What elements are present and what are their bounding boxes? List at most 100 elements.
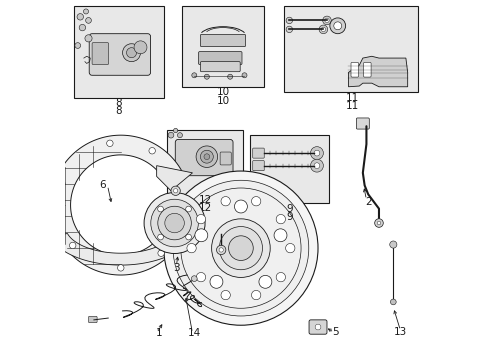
Circle shape bbox=[194, 229, 207, 242]
FancyBboxPatch shape bbox=[350, 62, 358, 77]
Circle shape bbox=[168, 132, 174, 138]
Bar bbox=[249, 135, 328, 203]
Circle shape bbox=[314, 324, 320, 330]
Circle shape bbox=[59, 180, 65, 187]
Circle shape bbox=[221, 291, 230, 300]
Circle shape bbox=[234, 200, 247, 213]
FancyBboxPatch shape bbox=[92, 42, 108, 64]
Circle shape bbox=[319, 25, 327, 34]
Circle shape bbox=[221, 197, 230, 206]
Bar bbox=[182, 6, 264, 87]
Text: 11: 11 bbox=[345, 101, 358, 111]
Circle shape bbox=[276, 273, 285, 282]
Circle shape bbox=[144, 193, 204, 253]
Circle shape bbox=[117, 265, 124, 271]
Circle shape bbox=[85, 35, 92, 42]
Text: 14: 14 bbox=[187, 328, 201, 338]
Text: 4: 4 bbox=[251, 250, 258, 260]
Circle shape bbox=[389, 299, 395, 305]
Text: 2: 2 bbox=[364, 197, 371, 207]
FancyBboxPatch shape bbox=[200, 35, 245, 46]
FancyBboxPatch shape bbox=[88, 316, 97, 323]
Circle shape bbox=[228, 236, 253, 261]
Text: 1: 1 bbox=[156, 328, 162, 338]
Circle shape bbox=[285, 26, 292, 33]
Text: 7: 7 bbox=[171, 207, 178, 217]
Text: 10: 10 bbox=[216, 87, 229, 97]
Circle shape bbox=[173, 129, 178, 133]
Circle shape bbox=[216, 245, 225, 255]
Circle shape bbox=[149, 148, 155, 154]
Bar bbox=[284, 6, 418, 92]
Polygon shape bbox=[50, 234, 191, 265]
FancyBboxPatch shape bbox=[252, 161, 264, 171]
Circle shape bbox=[173, 180, 308, 316]
Circle shape bbox=[203, 154, 209, 159]
Circle shape bbox=[157, 206, 163, 212]
Polygon shape bbox=[51, 135, 184, 275]
Circle shape bbox=[173, 189, 178, 193]
Circle shape bbox=[200, 150, 213, 163]
Circle shape bbox=[251, 197, 260, 206]
Circle shape bbox=[321, 27, 325, 32]
FancyBboxPatch shape bbox=[89, 34, 150, 75]
Circle shape bbox=[126, 48, 136, 58]
Circle shape bbox=[196, 215, 205, 224]
Circle shape bbox=[242, 73, 246, 78]
Circle shape bbox=[171, 186, 180, 195]
Circle shape bbox=[196, 146, 217, 167]
Text: 12: 12 bbox=[198, 195, 211, 205]
Circle shape bbox=[185, 206, 191, 212]
Circle shape bbox=[273, 229, 286, 242]
Text: 11: 11 bbox=[345, 93, 358, 103]
Bar bbox=[167, 130, 242, 194]
Circle shape bbox=[77, 14, 83, 20]
Text: 3: 3 bbox=[173, 263, 179, 273]
Circle shape bbox=[259, 275, 271, 288]
Circle shape bbox=[75, 42, 81, 48]
FancyBboxPatch shape bbox=[308, 320, 326, 334]
FancyBboxPatch shape bbox=[252, 148, 264, 158]
Circle shape bbox=[158, 250, 164, 256]
Text: 8: 8 bbox=[116, 98, 122, 108]
Circle shape bbox=[134, 41, 147, 54]
Circle shape bbox=[79, 24, 85, 31]
FancyBboxPatch shape bbox=[363, 62, 370, 77]
Text: 13: 13 bbox=[393, 327, 407, 337]
Circle shape bbox=[158, 206, 191, 240]
Circle shape bbox=[310, 147, 323, 159]
Circle shape bbox=[227, 74, 232, 79]
Circle shape bbox=[389, 241, 396, 248]
Circle shape bbox=[322, 16, 330, 25]
Polygon shape bbox=[156, 166, 192, 191]
Circle shape bbox=[324, 18, 328, 23]
Polygon shape bbox=[348, 56, 407, 87]
Circle shape bbox=[83, 9, 88, 14]
FancyBboxPatch shape bbox=[175, 139, 233, 176]
Text: 10: 10 bbox=[216, 96, 229, 106]
Circle shape bbox=[276, 215, 285, 224]
Circle shape bbox=[164, 213, 184, 233]
Circle shape bbox=[374, 219, 383, 227]
Text: 9: 9 bbox=[285, 204, 292, 214]
Circle shape bbox=[69, 242, 76, 249]
Circle shape bbox=[313, 163, 319, 168]
Text: 6: 6 bbox=[100, 180, 106, 190]
Circle shape bbox=[122, 44, 140, 62]
Circle shape bbox=[106, 140, 113, 147]
Circle shape bbox=[209, 275, 223, 288]
Circle shape bbox=[329, 18, 345, 34]
Circle shape bbox=[219, 226, 262, 270]
Circle shape bbox=[181, 188, 301, 308]
Text: 8: 8 bbox=[116, 107, 122, 117]
Circle shape bbox=[85, 18, 91, 23]
Circle shape bbox=[285, 17, 292, 24]
Circle shape bbox=[191, 73, 196, 78]
Circle shape bbox=[333, 22, 341, 30]
Circle shape bbox=[219, 248, 223, 252]
Circle shape bbox=[157, 234, 163, 240]
Circle shape bbox=[376, 221, 380, 225]
Text: 9: 9 bbox=[285, 212, 292, 222]
Circle shape bbox=[313, 150, 319, 156]
Circle shape bbox=[204, 74, 209, 79]
